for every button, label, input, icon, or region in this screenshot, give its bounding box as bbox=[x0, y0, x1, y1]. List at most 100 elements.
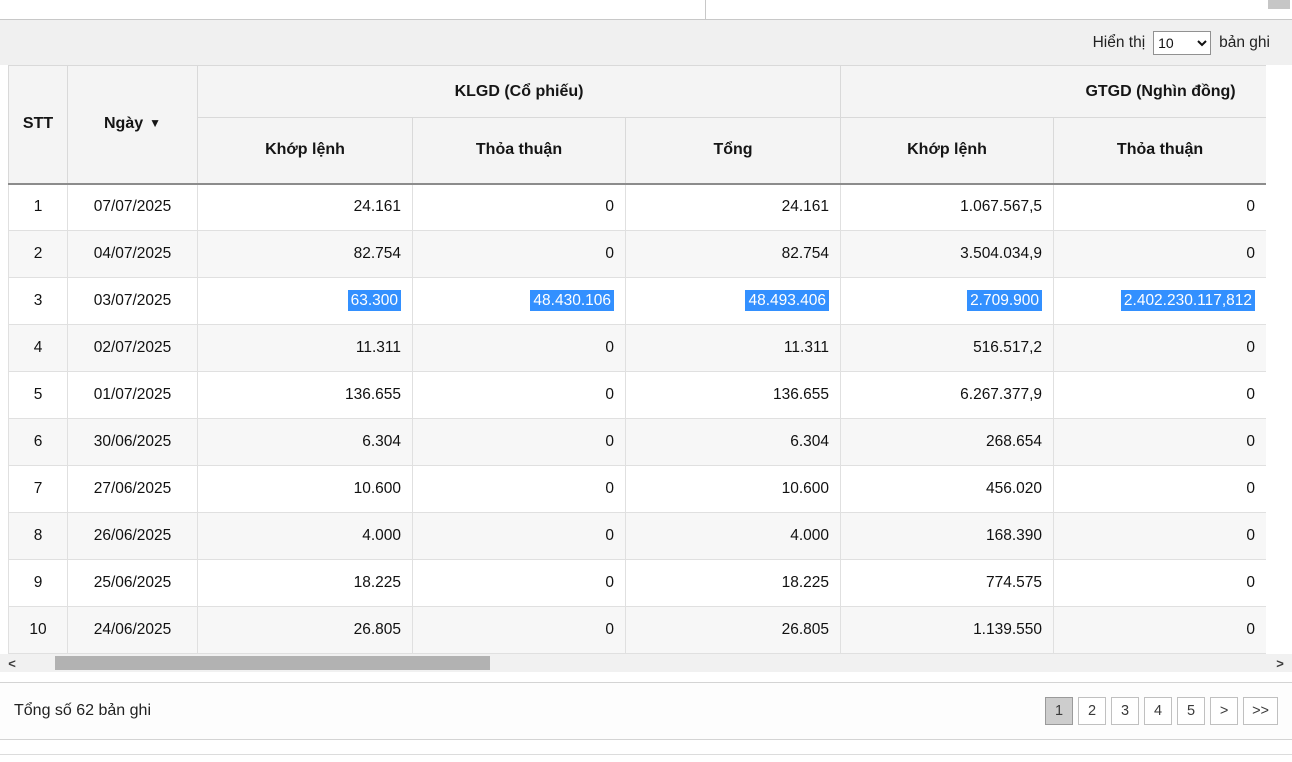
subheader-gtgd-thoa-thuan: Thỏa thuận bbox=[1053, 117, 1266, 185]
table-footer: Tổng số 62 bản ghi 1 2 3 4 5 > >> bbox=[0, 682, 1292, 740]
selected-text: 2.402.230.117,812 bbox=[1120, 290, 1256, 311]
page-button-1[interactable]: 1 bbox=[1045, 697, 1074, 725]
group-header-gtgd: GTGD (Nghìn đồng) bbox=[840, 65, 1266, 118]
page-button-5[interactable]: 5 bbox=[1177, 697, 1206, 725]
group-header-klgd: KLGD (Cổ phiếu) bbox=[196, 65, 842, 118]
cell-klgd_thoa: 0 bbox=[412, 183, 626, 231]
cell-klgd_thoa: 0 bbox=[412, 559, 626, 607]
selected-text: 48.430.106 bbox=[530, 290, 614, 311]
cell-date: 03/07/2025 bbox=[67, 277, 198, 325]
cell-klgd_thoa: 0 bbox=[412, 371, 626, 419]
subheader-gtgd-khop-lenh: Khớp lệnh bbox=[840, 117, 1055, 185]
cell-gtgd_khop: 2.709.900 bbox=[840, 277, 1055, 325]
subheader-klgd-thoa-thuan: Thỏa thuận bbox=[412, 117, 626, 185]
last-page-button[interactable]: >> bbox=[1243, 697, 1278, 725]
cell-date: 24/06/2025 bbox=[67, 606, 198, 654]
subheader-klgd-tong: Tổng bbox=[624, 117, 842, 185]
cell-klgd_khop: 4.000 bbox=[197, 512, 413, 560]
cell-gtgd_khop: 1.139.550 bbox=[840, 606, 1055, 654]
cell-gtgd_thoa: 0 bbox=[1053, 371, 1266, 419]
cell-date: 27/06/2025 bbox=[67, 465, 198, 513]
cell-klgd_khop: 6.304 bbox=[197, 418, 413, 466]
cell-klgd_thoa: 0 bbox=[412, 230, 626, 278]
cell-gtgd_khop: 516.517,2 bbox=[840, 324, 1055, 372]
cell-klgd_tong: 18.225 bbox=[624, 559, 842, 607]
table-row[interactable]: 9 25/06/2025 18.225 0 18.225 774.575 0 bbox=[8, 559, 1266, 607]
page-button-4[interactable]: 4 bbox=[1144, 697, 1173, 725]
cell-stt: 5 bbox=[8, 371, 68, 419]
cell-stt: 7 bbox=[8, 465, 68, 513]
page-size-select[interactable]: 10 bbox=[1153, 30, 1212, 55]
page-button-2[interactable]: 2 bbox=[1078, 697, 1107, 725]
selected-text: 48.493.406 bbox=[745, 290, 830, 311]
cell-gtgd_thoa: 0 bbox=[1053, 183, 1266, 231]
cell-klgd_khop: 136.655 bbox=[197, 371, 413, 419]
bottom-divider bbox=[0, 754, 1292, 755]
subheader-klgd-khop-lenh: Khớp lệnh bbox=[197, 117, 413, 185]
cell-klgd_tong: 136.655 bbox=[624, 371, 842, 419]
cell-klgd_thoa: 0 bbox=[412, 324, 626, 372]
cell-klgd_khop: 24.161 bbox=[197, 183, 413, 231]
cell-date: 26/06/2025 bbox=[67, 512, 198, 560]
table-row[interactable]: 7 27/06/2025 10.600 0 10.600 456.020 0 bbox=[8, 465, 1266, 513]
cell-klgd_tong: 26.805 bbox=[624, 606, 842, 654]
table-row[interactable]: 10 24/06/2025 26.805 0 26.805 1.139.550 0 bbox=[8, 606, 1266, 654]
top-bar-divider bbox=[705, 0, 706, 19]
table-row[interactable]: 3 03/07/2025 63.300 48.430.106 48.493.406 2.7… bbox=[8, 277, 1266, 325]
cell-klgd_thoa: 0 bbox=[412, 606, 626, 654]
cell-gtgd_khop: 3.504.034,9 bbox=[840, 230, 1055, 278]
table-row[interactable]: 5 01/07/2025 136.655 0 136.655 6.267.377,9 0 bbox=[8, 371, 1266, 419]
cell-gtgd_thoa: 0 bbox=[1053, 418, 1266, 466]
cell-stt: 6 bbox=[8, 418, 68, 466]
page-button-3[interactable]: 3 bbox=[1111, 697, 1140, 725]
cell-klgd_tong: 24.161 bbox=[624, 183, 842, 231]
cell-gtgd_khop: 268.654 bbox=[840, 418, 1055, 466]
cell-date: 04/07/2025 bbox=[67, 230, 198, 278]
column-header-stt: STT bbox=[8, 65, 68, 185]
total-records-label: Tổng số 62 bản ghi bbox=[14, 702, 151, 719]
table-row[interactable]: 8 26/06/2025 4.000 0 4.000 168.390 0 bbox=[8, 512, 1266, 560]
cell-gtgd_thoa: 0 bbox=[1053, 559, 1266, 607]
cell-klgd_khop: 82.754 bbox=[197, 230, 413, 278]
table-row[interactable]: 2 04/07/2025 82.754 0 82.754 3.504.034,9 0 bbox=[8, 230, 1266, 278]
cell-stt: 3 bbox=[8, 277, 68, 325]
cell-klgd_tong: 48.493.406 bbox=[624, 277, 842, 325]
cell-gtgd_khop: 774.575 bbox=[840, 559, 1055, 607]
table-row[interactable]: 1 07/07/2025 24.161 0 24.161 1.067.567,5 0 bbox=[8, 183, 1266, 231]
cell-klgd_tong: 6.304 bbox=[624, 418, 842, 466]
cell-gtgd_thoa: 0 bbox=[1053, 230, 1266, 278]
column-header-date[interactable]: Ngày ▼ bbox=[67, 65, 198, 185]
selected-text: 63.300 bbox=[347, 290, 401, 311]
scroll-right-arrow-icon[interactable]: > bbox=[1276, 655, 1284, 671]
cell-klgd_khop: 10.600 bbox=[197, 465, 413, 513]
table-row[interactable]: 6 30/06/2025 6.304 0 6.304 268.654 0 bbox=[8, 418, 1266, 466]
cell-gtgd_thoa: 0 bbox=[1053, 324, 1266, 372]
cell-klgd_tong: 11.311 bbox=[624, 324, 842, 372]
trading-data-table: STT Ngày ▼ KLGD (Cổ phiếu) GTGD (Nghìn đồ… bbox=[8, 65, 1266, 654]
cell-klgd_khop: 11.311 bbox=[197, 324, 413, 372]
scroll-left-arrow-icon[interactable]: < bbox=[8, 655, 16, 671]
horizontal-scrollbar-thumb[interactable] bbox=[55, 656, 490, 670]
show-records-label: Hiển thị bbox=[1092, 33, 1146, 51]
cell-klgd_thoa: 0 bbox=[412, 418, 626, 466]
cell-klgd_tong: 10.600 bbox=[624, 465, 842, 513]
vertical-scrollbar-thumb[interactable] bbox=[1268, 0, 1290, 9]
cell-stt: 9 bbox=[8, 559, 68, 607]
cell-gtgd_khop: 1.067.567,5 bbox=[840, 183, 1055, 231]
table-row[interactable]: 4 02/07/2025 11.311 0 11.311 516.517,2 0 bbox=[8, 324, 1266, 372]
horizontal-scrollbar[interactable]: < > bbox=[0, 654, 1292, 672]
cell-gtgd_thoa: 0 bbox=[1053, 512, 1266, 560]
sort-desc-icon: ▼ bbox=[149, 116, 161, 131]
cell-date: 01/07/2025 bbox=[67, 371, 198, 419]
cell-gtgd_thoa: 0 bbox=[1053, 465, 1266, 513]
cell-klgd_thoa: 0 bbox=[412, 512, 626, 560]
cell-klgd_tong: 82.754 bbox=[624, 230, 842, 278]
date-header-label: Ngày bbox=[103, 115, 144, 133]
records-control-bar: Hiển thị 10 bản ghi bbox=[0, 20, 1292, 65]
cell-date: 25/06/2025 bbox=[67, 559, 198, 607]
records-unit-label: bản ghi bbox=[1219, 33, 1270, 51]
cell-gtgd_khop: 456.020 bbox=[840, 465, 1055, 513]
next-page-button[interactable]: > bbox=[1210, 697, 1239, 725]
cell-klgd_tong: 4.000 bbox=[624, 512, 842, 560]
cell-stt: 1 bbox=[8, 183, 68, 231]
